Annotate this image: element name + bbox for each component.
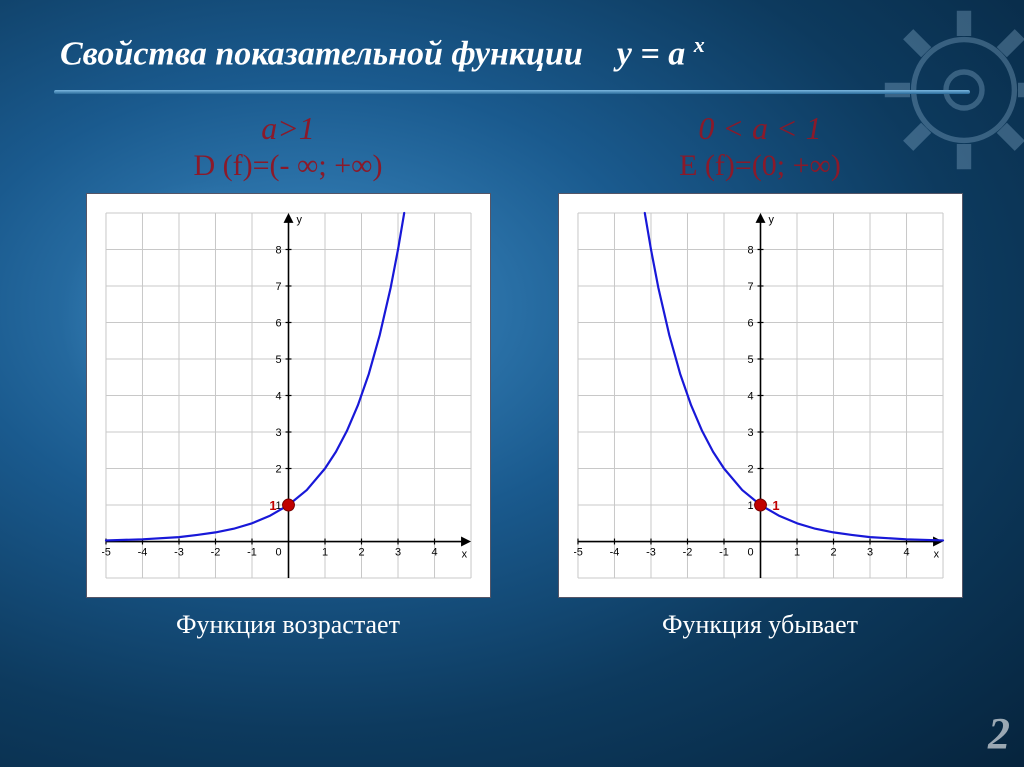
right-chart-frame: -5 -4 -3 -2 -1 1 2 3 4 1 2 3 4 5 6 7 8 0 x y 1 [558,193,963,598]
svg-text:-1: -1 [719,546,729,558]
svg-text:2: 2 [830,546,836,558]
svg-text:2: 2 [747,463,753,475]
svg-text:7: 7 [747,281,753,293]
svg-text:2: 2 [275,463,281,475]
svg-text:3: 3 [866,546,872,558]
svg-text:x: x [933,548,939,560]
slide-number: 2 [988,708,1010,759]
svg-text:-4: -4 [609,546,619,558]
left-chart: -5-4-3-2-11234123456780xy1 [102,209,475,582]
right-condition: 0 < a < 1 [540,110,980,147]
right-column: 0 < a < 1 E (f)=(0; +∞) -5 -4 -3 -2 -1 1 2 3 4 1 2… [540,110,980,640]
title-divider [54,90,970,94]
svg-text:3: 3 [394,546,400,558]
svg-text:-3: -3 [646,546,656,558]
svg-text:0: 0 [275,546,281,558]
svg-text:8: 8 [275,244,281,256]
title-formula-exp: x [694,32,705,57]
svg-text:-3: -3 [174,546,184,558]
svg-text:3: 3 [275,427,281,439]
left-domain: D (f)=(- ∞; +∞) [68,149,508,183]
left-caption: Функция возрастает [68,610,508,640]
svg-text:6: 6 [747,317,753,329]
svg-text:2: 2 [358,546,364,558]
svg-text:6: 6 [275,317,281,329]
svg-text:4: 4 [903,546,909,558]
svg-text:4: 4 [431,546,437,558]
svg-text:x: x [461,548,467,560]
svg-text:5: 5 [747,354,753,366]
svg-text:8: 8 [747,244,753,256]
right-caption: Функция убывает [540,610,980,640]
svg-text:1: 1 [747,500,753,512]
right-domain: E (f)=(0; +∞) [540,149,980,183]
svg-text:y: y [296,214,302,226]
svg-text:1: 1 [793,546,799,558]
svg-text:-2: -2 [210,546,220,558]
svg-text:-5: -5 [102,546,111,558]
svg-text:1: 1 [321,546,327,558]
svg-text:-1: -1 [247,546,257,558]
svg-text:5: 5 [275,354,281,366]
left-condition: a>1 [68,110,508,147]
title-formula-base: y = a [617,35,685,72]
right-chart: -5 -4 -3 -2 -1 1 2 3 4 1 2 3 4 5 6 7 8 0 x y 1 [574,209,947,582]
svg-text:-5: -5 [574,546,583,558]
left-column: a>1 D (f)=(- ∞; +∞) -5 -4 -3 -2 -1 1 2 3 4 1 2 3 4 5 6… [68,110,508,640]
svg-text:y: y [768,214,774,226]
svg-text:-2: -2 [682,546,692,558]
svg-text:1: 1 [269,498,276,513]
slide-title: Свойства показательной функции y = a x [60,32,705,73]
svg-text:4: 4 [275,390,281,402]
svg-text:-4: -4 [137,546,147,558]
left-chart-frame: -5-4-3-2-11234123456780xy1 [86,193,491,598]
svg-text:3: 3 [747,427,753,439]
svg-text:1: 1 [772,498,779,513]
svg-text:4: 4 [747,390,753,402]
svg-text:0: 0 [747,546,753,558]
title-prefix: Свойства показательной функции [60,35,583,72]
svg-text:7: 7 [275,281,281,293]
